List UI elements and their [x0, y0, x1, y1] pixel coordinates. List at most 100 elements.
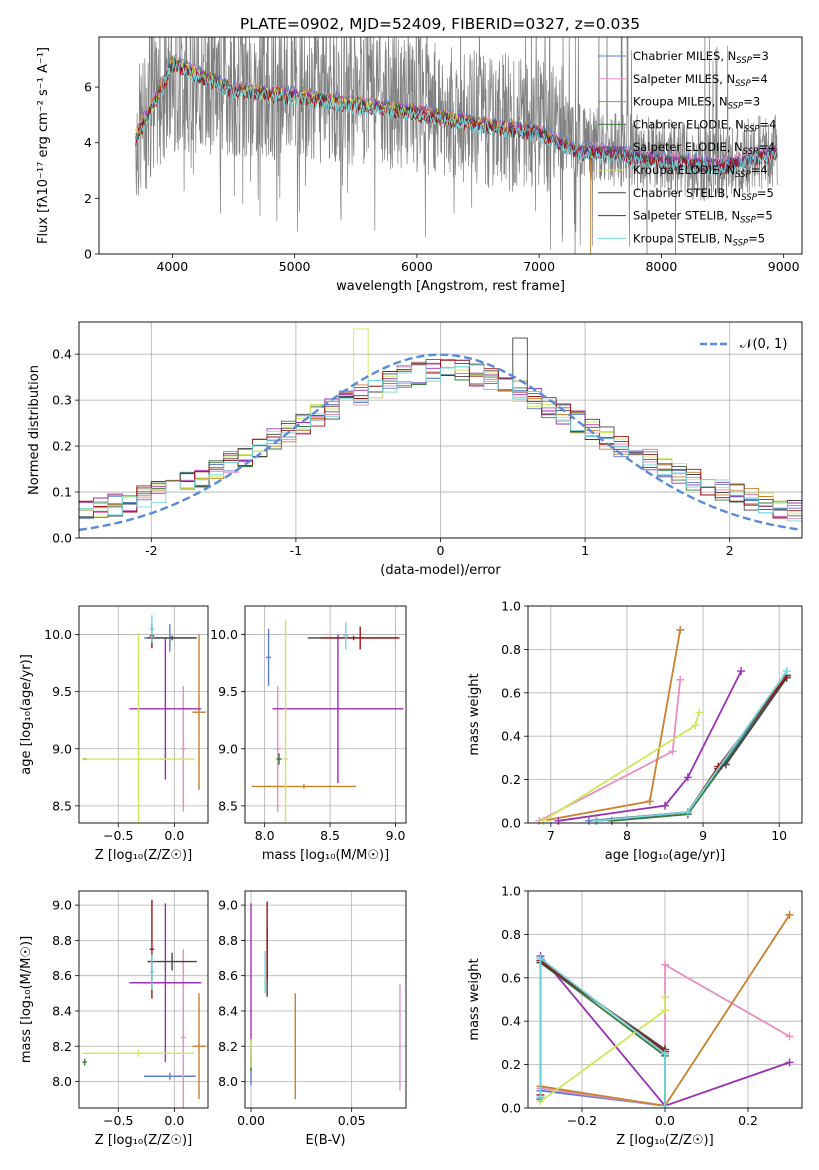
mass-weight-marker: [554, 816, 563, 825]
mass-weight-line: [540, 963, 790, 1107]
x-tick-label: −0.2: [567, 1113, 597, 1128]
panel-3: [75, 606, 208, 827]
legend-nssp-prefix: , N: [719, 163, 735, 177]
axes-frame: [78, 890, 209, 1109]
y-axis-label: mass [log₁₀(M/M☉)]: [19, 936, 34, 1063]
mass-weight-line: [539, 997, 666, 1103]
x-tick-label: 6000: [401, 259, 433, 274]
legend-nssp-value: =3: [752, 49, 769, 63]
mass-weight-line: [596, 674, 788, 822]
mass-weight-line: [596, 670, 788, 822]
y-tick-label: 0.2: [501, 1057, 521, 1072]
legend-nssp-subscript: SSP: [743, 147, 759, 157]
y-tick-label: 8.4: [218, 1003, 238, 1018]
mass-weight-marker: [539, 816, 548, 825]
panel-7: [241, 891, 406, 1112]
y-tick-label: 8.0: [218, 1074, 238, 1089]
mass-weight-marker: [721, 760, 730, 769]
legend-series-name: Kroupa STELIB: [633, 231, 717, 245]
x-tick-label: 0.05: [338, 1113, 366, 1128]
y-tick-label: 0.0: [52, 531, 72, 546]
legend-nssp-value: =3: [743, 95, 760, 109]
panel-6: [75, 891, 208, 1112]
mass-weight-marker: [668, 747, 677, 756]
y-axis-label: Normed distribution: [27, 365, 42, 495]
legend-nssp-subscript: SSP: [740, 216, 756, 226]
mass-weight-marker: [661, 960, 669, 969]
y-tick-label: 4: [84, 135, 92, 150]
residual-histogram-step: [79, 359, 802, 519]
legend-nssp-value: =4: [751, 163, 768, 177]
legend-entry: Kroupa STELIB, NSSP=5: [633, 231, 765, 248]
mass-weight-marker: [683, 808, 692, 817]
mass-weight-marker: [782, 667, 791, 676]
legend-nssp-subscript: SSP: [735, 170, 751, 180]
legend-nssp-prefix: , N: [712, 95, 728, 109]
mass-weight-line: [588, 674, 788, 822]
legend-nssp-value: =5: [748, 231, 765, 245]
x-tick-label: 5000: [279, 259, 311, 274]
axes-frame: [78, 321, 803, 539]
y-axis-label: mass weight: [467, 958, 482, 1040]
axes-frame: [527, 605, 803, 824]
mass-weight-marker: [785, 1058, 794, 1067]
legend-series-name: Chabrier MILES: [633, 49, 720, 63]
panel-8: [524, 890, 802, 1112]
legend-series-name: Salpeter ELODIE: [633, 140, 727, 154]
y-axis-label: age [log₁₀(age/yr)]: [19, 654, 34, 775]
legend-nssp-subscript: SSP: [733, 238, 749, 248]
y-tick-label: 8.6: [218, 968, 238, 983]
x-tick-label: 8: [623, 828, 631, 843]
legend-nssp-prefix: , N: [725, 186, 741, 200]
y-tick-label: 0.0: [501, 1101, 521, 1116]
mass-weight-line: [558, 670, 742, 822]
legend-nssp-prefix: , N: [717, 231, 733, 245]
x-axis-label: wavelength [Angstrom, rest frame]: [336, 279, 565, 294]
legend-nssp-value: =4: [751, 72, 768, 86]
x-tick-label: 9: [699, 828, 707, 843]
mass-weight-line: [611, 677, 788, 822]
panel-4: [241, 606, 406, 827]
y-tick-label: 9.0: [218, 898, 238, 913]
y-tick-label: 10.0: [210, 627, 238, 642]
mass-weight-marker: [661, 993, 669, 1002]
y-tick-label: 0.2: [501, 772, 521, 787]
y-tick-label: 8.5: [52, 798, 72, 813]
legend-nssp-value: =5: [756, 209, 773, 223]
mass-weight-marker: [661, 1006, 669, 1015]
y-tick-label: 0.8: [501, 927, 521, 942]
x-tick-label: 0: [437, 543, 445, 558]
legend-entry: Chabrier MILES, NSSP=3: [633, 49, 769, 66]
mass-weight-line: [539, 958, 666, 1095]
legend-nssp-prefix: , N: [727, 140, 743, 154]
x-tick-label: 8000: [645, 259, 677, 274]
axes-frame: [244, 605, 407, 824]
legend-nssp-subscript: SSP: [736, 56, 752, 66]
mass-weight-marker: [536, 1093, 545, 1102]
legend-series-name: Chabrier ELODIE: [633, 117, 728, 131]
mass-weight-marker: [592, 816, 601, 825]
panel-1: [95, 86, 785, 258]
x-axis-label: Z [log₁₀(Z/Z☉)]: [616, 1133, 713, 1148]
legend-nssp-prefix: , N: [720, 49, 736, 63]
y-tick-label: 0.4: [52, 347, 72, 362]
legend-nssp-subscript: SSP: [735, 79, 751, 89]
axes-frame: [78, 605, 209, 824]
legend-series-name: Kroupa ELODIE: [633, 163, 719, 177]
mass-weight-marker: [683, 773, 692, 782]
y-tick-label: 9.5: [218, 684, 238, 699]
y-tick-label: 8.2: [52, 1039, 72, 1054]
y-tick-label: 0.6: [501, 970, 521, 985]
mass-weight-marker: [676, 675, 685, 684]
legend-nssp-value: =4: [758, 140, 775, 154]
legend-series-name: Salpeter STELIB: [633, 209, 724, 223]
legend-entry: Salpeter STELIB, NSSP=5: [633, 209, 773, 226]
legend-nssp-subscript: SSP: [744, 124, 760, 134]
legend-entry: Kroupa ELODIE, NSSP=4: [633, 163, 768, 180]
y-tick-label: 8.4: [52, 1003, 72, 1018]
x-tick-label: 0.0: [655, 1113, 675, 1128]
y-tick-label: 0.4: [501, 729, 521, 744]
panel-2: [75, 322, 802, 542]
y-tick-label: 9.0: [52, 898, 72, 913]
